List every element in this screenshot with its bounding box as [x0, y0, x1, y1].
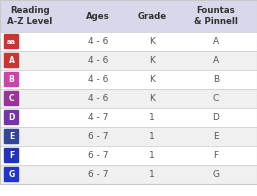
FancyBboxPatch shape: [4, 72, 19, 87]
FancyBboxPatch shape: [4, 34, 19, 49]
Text: D: D: [8, 113, 15, 122]
Text: G: G: [213, 170, 219, 179]
Bar: [0, 108, 257, 127]
Text: 4 - 6: 4 - 6: [88, 94, 108, 103]
Text: D: D: [213, 113, 219, 122]
Bar: [0, 70, 257, 89]
Text: K: K: [149, 56, 155, 65]
FancyBboxPatch shape: [4, 129, 19, 144]
Text: Ages: Ages: [86, 12, 110, 21]
Text: Fountas
& Pinnell: Fountas & Pinnell: [194, 6, 238, 26]
Bar: [0, 89, 257, 108]
Text: C: C: [9, 94, 14, 103]
Bar: [0, 51, 257, 70]
FancyBboxPatch shape: [4, 167, 19, 182]
Text: F: F: [9, 151, 14, 160]
Bar: [0, 32, 257, 51]
Text: 4 - 7: 4 - 7: [88, 113, 108, 122]
Bar: [0, 127, 257, 146]
Text: 4 - 6: 4 - 6: [88, 75, 108, 84]
Text: A: A: [213, 56, 219, 65]
Text: 6 - 7: 6 - 7: [88, 170, 108, 179]
Text: A: A: [8, 56, 14, 65]
Text: 1: 1: [149, 113, 155, 122]
Text: 1: 1: [149, 132, 155, 141]
Text: B: B: [213, 75, 219, 84]
Text: 1: 1: [149, 151, 155, 160]
Bar: [0, 146, 257, 165]
Text: Grade: Grade: [137, 12, 167, 21]
Text: F: F: [213, 151, 218, 160]
Text: K: K: [149, 37, 155, 46]
FancyBboxPatch shape: [4, 148, 19, 163]
Text: 4 - 6: 4 - 6: [88, 56, 108, 65]
Text: K: K: [149, 94, 155, 103]
Text: Reading
A-Z Level: Reading A-Z Level: [7, 6, 53, 26]
FancyBboxPatch shape: [4, 110, 19, 125]
Text: 6 - 7: 6 - 7: [88, 151, 108, 160]
Text: A: A: [213, 37, 219, 46]
Text: 1: 1: [149, 170, 155, 179]
Text: B: B: [9, 75, 14, 84]
Text: E: E: [213, 132, 219, 141]
Text: aa: aa: [7, 38, 16, 44]
Text: G: G: [8, 170, 15, 179]
Bar: [0, 0, 257, 32]
Bar: [0, 165, 257, 184]
FancyBboxPatch shape: [4, 91, 19, 106]
Text: K: K: [149, 75, 155, 84]
Text: E: E: [9, 132, 14, 141]
Text: 6 - 7: 6 - 7: [88, 132, 108, 141]
Text: 4 - 6: 4 - 6: [88, 37, 108, 46]
FancyBboxPatch shape: [4, 53, 19, 68]
Text: C: C: [213, 94, 219, 103]
